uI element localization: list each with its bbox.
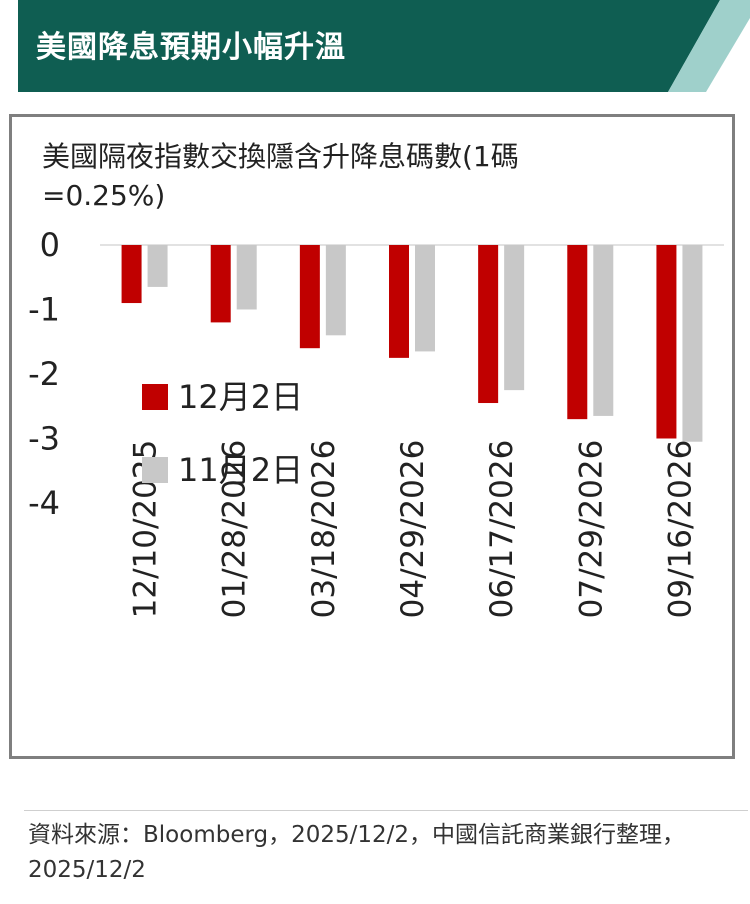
banner-background [18,0,750,92]
x-tick-label-09-16-2026: 09/16/2026 [662,440,698,619]
footer-divider [24,810,748,811]
bar-11-2-01-28-2026 [236,245,257,310]
page-title: 美國降息預期小幅升溫 [36,30,346,65]
x-tick-label-03-18-2026: 03/18/2026 [306,440,342,619]
bar-11-2-07-29-2026 [593,245,614,416]
x-tick-label-07-29-2026: 07/29/2026 [573,440,609,619]
bar-12-2-09-16-2026 [656,245,677,439]
bar-11-2-09-16-2026 [682,245,703,442]
legend-swatch-dec-2 [142,384,168,410]
x-tick-label-06-17-2026: 06/17/2026 [484,440,520,619]
y-tick-label-4: -4 [28,484,60,522]
chart-frame: 美國隔夜指數交換隱含升降息碼數(1碼=0.25%) 0 -1 -2 -3 -4 12/10… [9,114,735,759]
bar-12-2-04-29-2026 [389,245,409,358]
banner-accent-stripe [668,0,750,92]
legend-swatch-nov-2 [142,457,168,483]
source-note: 資料來源：Bloomberg，2025/12/2，中國信託商業銀行整理，2025… [28,822,686,883]
x-tick-label-04-29-2026: 04/29/2026 [395,440,431,619]
bar-chart: 0-1-2-3-4 12/10/2025 01/28/2026 03/18/2026 0… [28,226,724,619]
chart-title: 美國隔夜指數交換隱含升降息碼數(1碼=0.25%) [42,140,519,212]
legend-label-nov-2: 11月2日 [178,451,304,489]
bar-12-2-06-17-2026 [478,245,499,404]
bar-12-2-01-28-2026 [210,245,231,323]
bar-12-2-12-10-2025 [121,245,142,304]
bar-11-2-04-29-2026 [415,245,435,352]
banner-fill [18,0,720,92]
bar-11-2-03-18-2026 [325,245,346,336]
y-tick-label-3: -3 [28,420,60,458]
bar-11-2-06-17-2026 [504,245,525,391]
header-banner: 美國降息預期小幅升溫 [18,0,750,92]
y-tick-label-1: -1 [28,291,60,329]
bar-12-2-03-18-2026 [299,245,320,349]
bar-11-2-12-10-2025 [147,245,168,287]
y-tick-label-2: -2 [28,355,60,393]
legend-label-dec-2: 12月2日 [178,378,304,416]
y-tick-label-0: 0 [40,226,60,264]
bar-12-2-07-29-2026 [567,245,588,420]
x-tick-label-01-28-2026: 01/28/2026 [217,440,253,619]
